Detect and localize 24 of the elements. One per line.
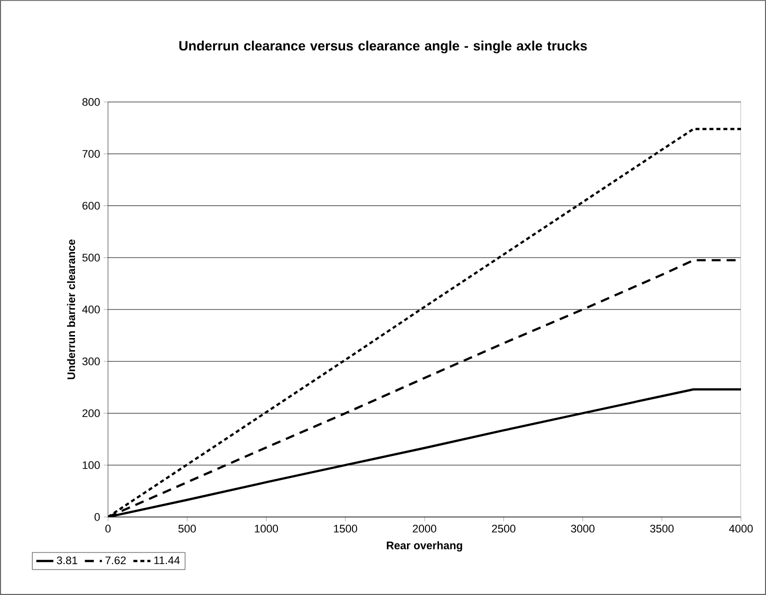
x-tick-label: 2500 [492, 524, 516, 533]
y-tick-label: 400 [82, 306, 100, 314]
y-tick-label: 800 [82, 98, 100, 106]
y-tick-label: 100 [82, 461, 100, 469]
x-tick-label: 3500 [650, 524, 674, 533]
y-tick-label: 200 [82, 409, 100, 418]
y-tick-label: 300 [82, 357, 100, 366]
x-tick-label: 3000 [570, 524, 594, 533]
x-tick-label: 0 [105, 524, 111, 533]
y-tick-label: 500 [82, 254, 100, 262]
y-tick-label: 700 [82, 150, 100, 158]
legend-label: 11.44 [154, 556, 180, 564]
x-axis-title: Rear overhang [386, 541, 462, 552]
y-axis-title: Underrun barrier clearance [67, 240, 76, 380]
y-tick-label: 600 [82, 202, 100, 210]
x-tick-label: 1000 [254, 524, 278, 533]
x-tick-label: 2000 [412, 524, 436, 533]
y-tick-label: 0 [94, 513, 100, 521]
x-tick-label: 4000 [729, 524, 753, 533]
legend-label: 7.62 [106, 556, 126, 564]
chart-title: Underrun clearance versus clearance angle - single axle trucks [179, 40, 587, 54]
x-tick-label: 1500 [334, 524, 358, 533]
legend-label: 3.81 [56, 556, 78, 564]
x-tick-label: 500 [178, 524, 196, 533]
